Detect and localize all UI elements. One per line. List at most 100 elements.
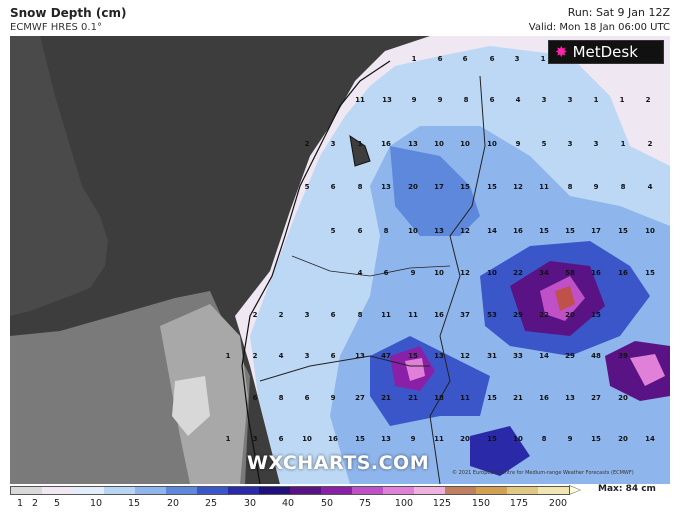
- snow-depth-value: 10: [487, 269, 497, 277]
- snow-depth-value: 12: [460, 352, 470, 360]
- snow-depth-value: 6: [331, 183, 336, 191]
- snow-peak-far-east-max: [630, 354, 665, 386]
- snow-depth-value: 17: [591, 227, 601, 235]
- legend-tick-label: 15: [127, 498, 141, 509]
- snow-depth-value: 2: [305, 140, 310, 148]
- snow-depth-value: 6: [463, 55, 468, 63]
- snow-depth-value: 14: [539, 352, 549, 360]
- snow-depth-value: 15: [591, 435, 601, 443]
- snow-depth-value: 34: [539, 269, 549, 277]
- snow-depth-value: 6: [358, 227, 363, 235]
- snow-depth-value: 20: [618, 435, 628, 443]
- snow-depth-value: 16: [591, 269, 601, 277]
- snow-depth-value: 20: [408, 183, 418, 191]
- snow-depth-value: 8: [384, 227, 389, 235]
- snow-depth-value: 13: [381, 183, 391, 191]
- legend-swatch: [538, 487, 569, 494]
- snow-depth-value: 2: [253, 352, 258, 360]
- legend-tick-label: 200: [548, 498, 568, 509]
- legend-tick-label: 20: [166, 498, 180, 509]
- snow-depth-value: 13: [382, 96, 392, 104]
- legend-max-label: Max: 84 cm: [598, 484, 656, 494]
- snow-depth-value: 3: [331, 140, 336, 148]
- legend-swatch: [352, 487, 383, 494]
- snow-depth-value: 5: [331, 227, 336, 235]
- legend-tick-label: 150: [471, 498, 491, 509]
- ijsselmeer: [349, 134, 371, 167]
- legend-swatch: [104, 487, 135, 494]
- snow-depth-value: 27: [355, 394, 365, 402]
- snow-depth-value: 16: [513, 227, 523, 235]
- snow-depth-value: 12: [460, 227, 470, 235]
- snow-depth-value: 4: [279, 352, 284, 360]
- snow-depth-value: 12: [460, 269, 470, 277]
- snow-depth-value: 11: [539, 183, 549, 191]
- legend-tick-label: 25: [204, 498, 218, 509]
- snow-depth-value: 1: [621, 140, 626, 148]
- snow-depth-value: 21: [381, 394, 391, 402]
- snow-depth-value: 22: [539, 311, 549, 319]
- snow-depth-value: 9: [594, 183, 599, 191]
- legend-swatch: [290, 487, 321, 494]
- snow-depth-value: 1: [541, 55, 546, 63]
- snow-depth-value: 2: [648, 140, 653, 148]
- snow-depth-value: 20: [460, 435, 470, 443]
- snow-depth-value: 8: [358, 183, 363, 191]
- snow-depth-value: 12: [513, 183, 523, 191]
- snow-depth-value: 27: [591, 394, 601, 402]
- legend-tick-label: 175: [509, 498, 529, 509]
- snow-depth-value: 22: [513, 269, 523, 277]
- legend-tick-label: 2: [31, 498, 39, 509]
- valid-time: Valid: Mon 18 Jan 06:00 UTC: [528, 22, 670, 33]
- snow-depth-value: 3: [568, 140, 573, 148]
- snow-depth-value: 9: [411, 435, 416, 443]
- border-be-fr: [259, 355, 430, 382]
- legend-ticks: 1 2 5 10 15 20 25 30 40 50 75 100 125 150 175 200: [0, 498, 680, 512]
- snow-depth-value: 33: [513, 352, 523, 360]
- legend-swatch: [135, 487, 166, 494]
- legend-swatch: [42, 487, 73, 494]
- snow-depth-value: 15: [487, 394, 497, 402]
- snow-depth-value: 37: [460, 311, 470, 319]
- snow-depth-value: 17: [434, 183, 444, 191]
- legend-swatch: [414, 487, 445, 494]
- snow-depth-value: 9: [412, 96, 417, 104]
- snow-depth-value: 13: [434, 352, 444, 360]
- snow-depth-value: 3: [305, 352, 310, 360]
- snow-depth-value: 14: [487, 227, 497, 235]
- snow-peak-east-top: [555, 286, 575, 311]
- ecmwf-copyright: © 2021 European Centre for Medium-range …: [452, 470, 634, 476]
- snow-depth-value: 21: [408, 394, 418, 402]
- snow-depth-value: 29: [513, 311, 523, 319]
- snow-depth-value: 11: [408, 311, 418, 319]
- england-landmass: [10, 36, 108, 316]
- legend-tick-label: 50: [320, 498, 334, 509]
- snow-depth-value: 10: [460, 140, 470, 148]
- snow-depth-value: 2: [646, 96, 651, 104]
- snow-depth-value: 1: [226, 352, 231, 360]
- snow-depth-value: 11: [355, 96, 365, 104]
- legend-tick-label: 75: [358, 498, 372, 509]
- snow-depth-value: 58: [565, 269, 575, 277]
- snow-depth-value: 14: [645, 435, 655, 443]
- snow-depth-value: 2: [279, 311, 284, 319]
- snow-patch-west: [172, 376, 210, 436]
- snow-depth-value: 10: [645, 227, 655, 235]
- snow-depth-value: 29: [565, 352, 575, 360]
- snow-depth-value: 3: [568, 96, 573, 104]
- snow-depth-value: 20: [565, 311, 575, 319]
- coastline: [241, 60, 391, 484]
- snow-depth-value: 48: [591, 352, 601, 360]
- snow-depth-value: 5: [305, 183, 310, 191]
- snow-depth-value: 16: [328, 435, 338, 443]
- metdesk-logo-text: MetDesk: [572, 43, 638, 61]
- legend-swatch: [228, 487, 259, 494]
- snow-depth-value: 6: [384, 269, 389, 277]
- legend-swatch: [383, 487, 414, 494]
- snow-depth-value: 15: [460, 183, 470, 191]
- snow-depth-value: 6: [279, 435, 284, 443]
- legend-swatch: [476, 487, 507, 494]
- snow-depth-value: 16: [618, 269, 628, 277]
- snow-depth-value: 16: [381, 140, 391, 148]
- snow-depth-value: 6: [305, 394, 310, 402]
